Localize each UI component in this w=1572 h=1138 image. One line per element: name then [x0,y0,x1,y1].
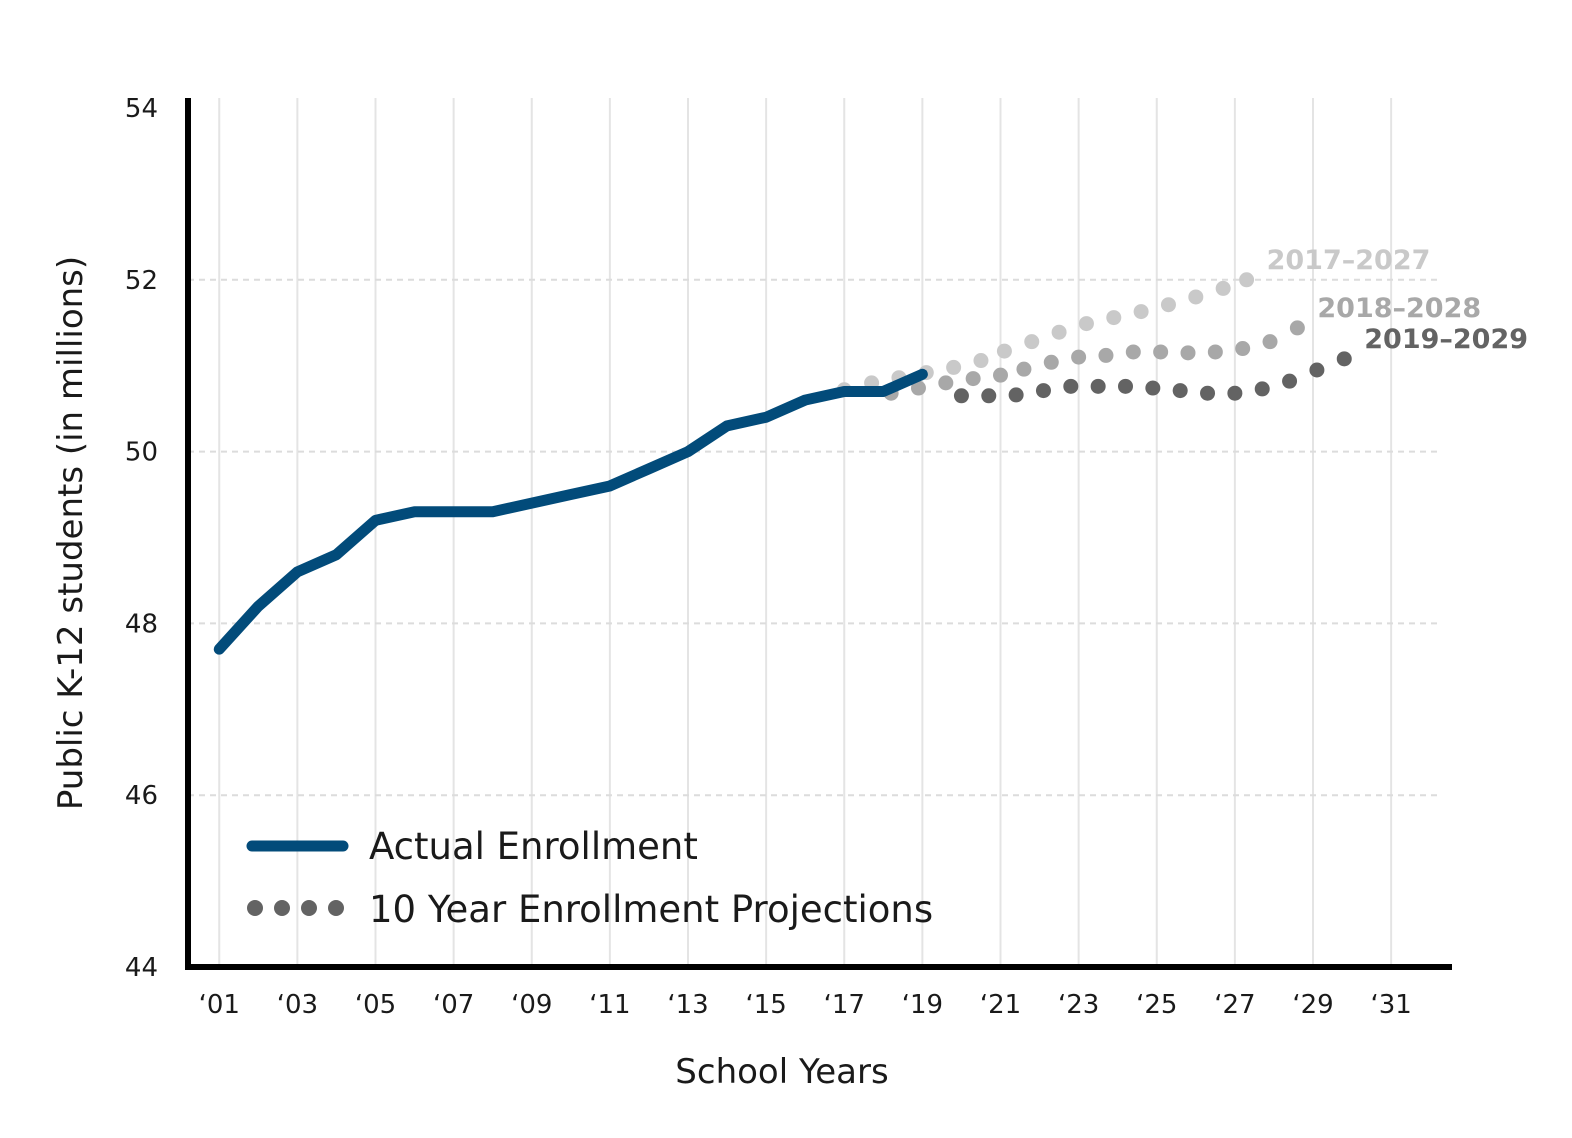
x-tick-label: ‘13 [667,990,708,1020]
projection-point [1309,362,1325,378]
legend-dot [274,900,290,916]
projection-point [1098,347,1114,363]
series-end-label: 2019–2029 [1364,324,1528,355]
projection-point [996,343,1012,359]
x-tick-label: ‘21 [980,990,1021,1020]
y-tick-label: 48 [125,609,158,639]
projection-point [1106,310,1122,326]
y-tick-label: 46 [125,781,158,811]
projection-point [1239,272,1255,288]
x-tick-label: ‘23 [1058,990,1099,1020]
x-tick-label: ‘05 [355,990,396,1020]
x-tick-label: ‘01 [199,990,240,1020]
x-tick-label: ‘17 [824,990,865,1020]
projection-series [883,320,1305,401]
projection-point [1051,324,1067,340]
projection-point [1008,387,1024,403]
y-tick-label: 52 [125,266,158,296]
x-tick-label: ‘29 [1292,990,1333,1020]
y-axis-title: Public K-12 students (in millions) [51,256,91,810]
projection-point [993,367,1008,383]
projection-point [1207,344,1223,360]
legend: Actual Enrollment 10 Year Enrollment Pro… [246,825,933,931]
x-tick-label: ‘31 [1370,990,1411,1020]
projection-point [1160,297,1176,313]
projection-point [1188,289,1204,305]
x-tick-label: ‘27 [1214,990,1255,1020]
projection-point [946,359,962,375]
projection-point [973,353,989,369]
projection-point [938,375,954,391]
projection-point [1071,349,1087,365]
x-tick-labels: ‘01 ‘03 ‘05 ‘07 ‘09 ‘11 ‘13 ‘15 ‘17 ‘19 ‘21 ‘23 ‘25 ‘… [199,990,1412,1020]
y-tick-label: 44 [125,953,158,983]
projection-point [1118,378,1133,394]
x-tick-label: ‘07 [433,990,474,1020]
x-tick-label: ‘03 [277,990,318,1020]
projection-point [953,388,969,404]
projection-point [981,388,997,404]
projection-point [1016,361,1032,377]
legend-label-projections: 10 Year Enrollment Projections [369,888,933,931]
series-end-label: 2017–2027 [1267,245,1431,276]
x-tick-label: ‘25 [1136,990,1177,1020]
series-layer [213,272,1352,655]
projection-point [965,371,981,387]
projection-point [1090,378,1106,394]
legend-dot [301,900,317,916]
projection-point [1145,380,1161,396]
legend-dot [247,900,263,916]
projection-point [1262,334,1278,350]
legend-dot [328,900,344,916]
projection-series [953,351,1352,404]
projection-point [1254,381,1270,397]
projection-point [1235,341,1251,357]
projection-point [1153,344,1169,360]
projection-point [910,380,926,396]
axes [185,98,1452,970]
projection-point [1133,304,1149,320]
projection-point [1336,351,1352,367]
legend-dotted-swatch [247,900,344,916]
projection-point [1200,385,1216,401]
x-axis-title: School Years [675,1052,888,1092]
x-tick-label: ‘11 [589,990,630,1020]
series-end-label: 2018–2028 [1317,293,1481,324]
projection-point [1282,373,1298,389]
y-tick-label: 54 [125,94,158,124]
projection-point [1125,344,1141,360]
projection-point [1024,334,1040,350]
projection-point [1180,345,1196,361]
x-tick-label: ‘09 [511,990,552,1020]
projection-point [1035,383,1051,399]
legend-label-actual: Actual Enrollment [369,825,698,868]
projection-point [1215,280,1231,296]
projection-point [1063,378,1079,394]
actual-enrollment-line [213,368,928,655]
projection-point [1227,385,1243,401]
x-tick-label: ‘19 [902,990,943,1020]
y-tick-labels: 44 46 48 50 52 54 [125,94,158,983]
projection-point [1078,316,1094,332]
projection-point [1043,354,1059,370]
y-tick-label: 50 [125,438,158,468]
projection-point [1289,320,1305,336]
vertical-gridlines [218,98,1393,967]
projection-point [1172,383,1188,399]
x-tick-label: ‘15 [745,990,786,1020]
